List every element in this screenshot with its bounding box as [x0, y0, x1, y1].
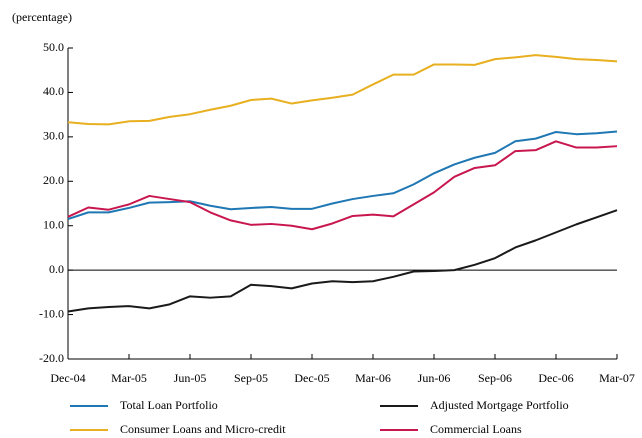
x-tick-label: Dec-06: [538, 371, 573, 385]
x-tick-label: Jun-05: [174, 371, 207, 385]
legend-label: Adjusted Mortgage Portfolio: [430, 398, 569, 412]
y-tick-label: 40.0: [43, 84, 64, 98]
x-tick-label: Jun-06: [418, 371, 451, 385]
y-tick-label: 10.0: [43, 217, 64, 231]
y-axis-label: (percentage): [12, 10, 72, 24]
x-tick-label: Sep-05: [234, 371, 268, 385]
legend-label: Commercial Loans: [430, 422, 522, 436]
y-tick-label: 30.0: [43, 129, 64, 143]
series-line: [67, 130, 618, 221]
series-line: [67, 54, 618, 126]
series-line: [67, 209, 618, 313]
y-tick-label: -20.0: [39, 351, 64, 365]
y-tick-label: 20.0: [43, 173, 64, 187]
x-tick-label: Mar-07: [599, 371, 635, 385]
legend-label: Total Loan Portfolio: [120, 398, 218, 412]
y-tick-label: -10.0: [39, 306, 64, 320]
y-tick-label: 50.0: [43, 40, 64, 54]
x-tick-label: Dec-04: [50, 371, 85, 385]
x-tick-label: Dec-05: [294, 371, 329, 385]
x-tick-label: Sep-06: [478, 371, 512, 385]
legend-label: Consumer Loans and Micro-credit: [120, 422, 286, 436]
x-tick-label: Mar-05: [111, 371, 147, 385]
y-tick-label: 0.0: [49, 262, 64, 276]
series-line: [67, 140, 618, 231]
x-tick-label: Mar-06: [355, 371, 391, 385]
